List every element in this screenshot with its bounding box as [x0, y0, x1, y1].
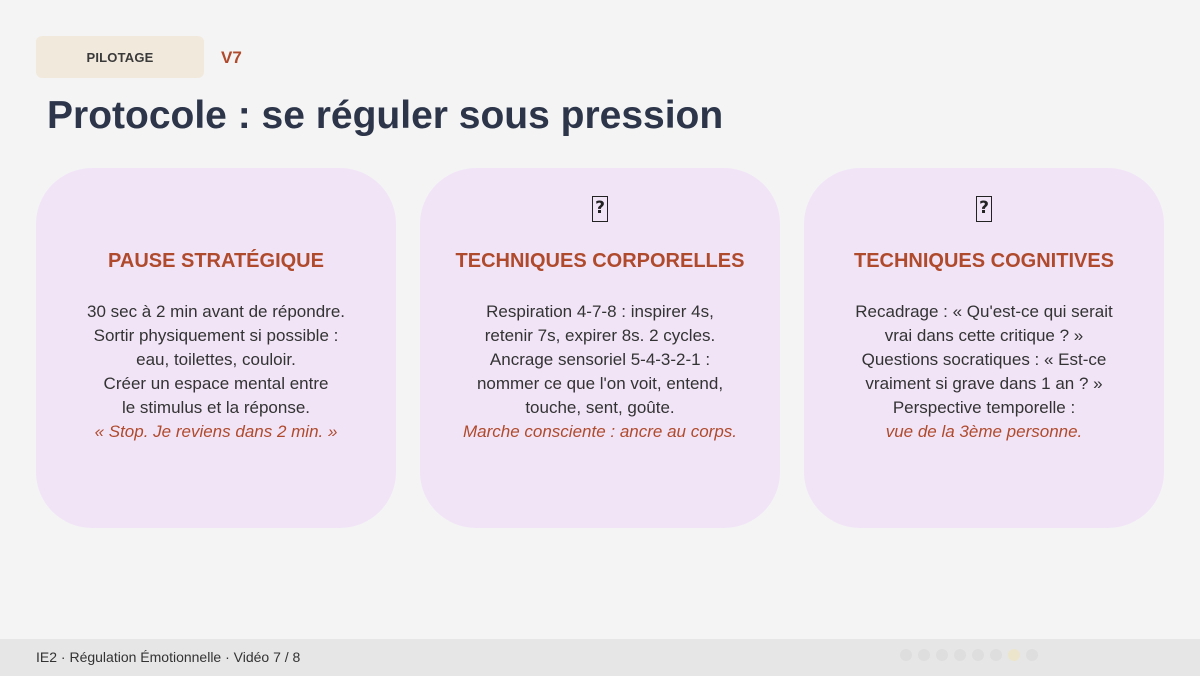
card-body: Respiration 4-7-8 : inspirer 4s, retenir…	[450, 300, 750, 444]
progress-dots	[900, 649, 1038, 661]
progress-dot-current[interactable]	[1008, 649, 1020, 661]
card-accent: vue de la 3ème personne.	[885, 422, 1083, 441]
card-line: touche, sent, goûte.	[525, 398, 675, 417]
card-line: Ancrage sensoriel 5-4-3-2-1 :	[489, 350, 711, 369]
missing-glyph-icon: ?	[592, 196, 608, 222]
card-line: Créer un espace mental entre	[103, 374, 329, 393]
page-title: Protocole : se réguler sous pression	[47, 94, 724, 137]
card-body: 30 sec à 2 min avant de répondre. Sortir…	[66, 300, 366, 444]
card-title: TECHNIQUES CORPORELLES	[455, 250, 745, 272]
missing-glyph-icon: ?	[976, 196, 992, 222]
version-label: V7	[221, 48, 242, 67]
progress-dot[interactable]	[918, 649, 930, 661]
progress-dot[interactable]	[1026, 649, 1038, 661]
progress-dot[interactable]	[972, 649, 984, 661]
card-line: Sortir physiquement si possible :	[93, 326, 339, 345]
progress-dot[interactable]	[954, 649, 966, 661]
progress-dot[interactable]	[990, 649, 1002, 661]
progress-dot[interactable]	[936, 649, 948, 661]
card-line: Perspective temporelle :	[892, 398, 1076, 417]
card-line: 30 sec à 2 min avant de répondre.	[87, 302, 345, 321]
card-line: retenir 7s, expirer 8s. 2 cycles.	[484, 326, 716, 345]
card-accent: « Stop. Je reviens dans 2 min. »	[94, 422, 338, 441]
footer-text: IE2 · Régulation Émotionnelle · Vidéo 7 …	[36, 649, 301, 665]
card-line: Questions socratiques : « Est-ce	[861, 350, 1107, 369]
footer-bar: IE2 · Régulation Émotionnelle · Vidéo 7 …	[0, 639, 1200, 676]
card-line: nommer ce que l'on voit, entend,	[476, 374, 724, 393]
card-line: Recadrage : « Qu'est-ce qui serait	[855, 302, 1113, 321]
card-title: PAUSE STRATÉGIQUE	[108, 250, 324, 272]
progress-dot[interactable]	[900, 649, 912, 661]
card-line: Respiration 4-7-8 : inspirer 4s,	[486, 302, 714, 321]
card-line: vraiment si grave dans 1 an ? »	[865, 374, 1103, 393]
card-techniques-corporelles: ? TECHNIQUES CORPORELLES Respiration 4-7…	[420, 168, 780, 528]
card-title: TECHNIQUES COGNITIVES	[853, 250, 1115, 272]
card-line: le stimulus et la réponse.	[121, 398, 311, 417]
card-pause-strategique: PAUSE STRATÉGIQUE 30 sec à 2 min avant d…	[36, 168, 396, 528]
card-body: Recadrage : « Qu'est-ce qui serait vrai …	[834, 300, 1134, 444]
card-line: eau, toilettes, couloir.	[136, 350, 296, 369]
section-tag: PILOTAGE	[36, 36, 204, 78]
card-line: vrai dans cette critique ? »	[884, 326, 1084, 345]
card-techniques-cognitives: ? TECHNIQUES COGNITIVES Recadrage : « Qu…	[804, 168, 1164, 528]
card-accent: Marche consciente : ancre au corps.	[462, 422, 738, 441]
